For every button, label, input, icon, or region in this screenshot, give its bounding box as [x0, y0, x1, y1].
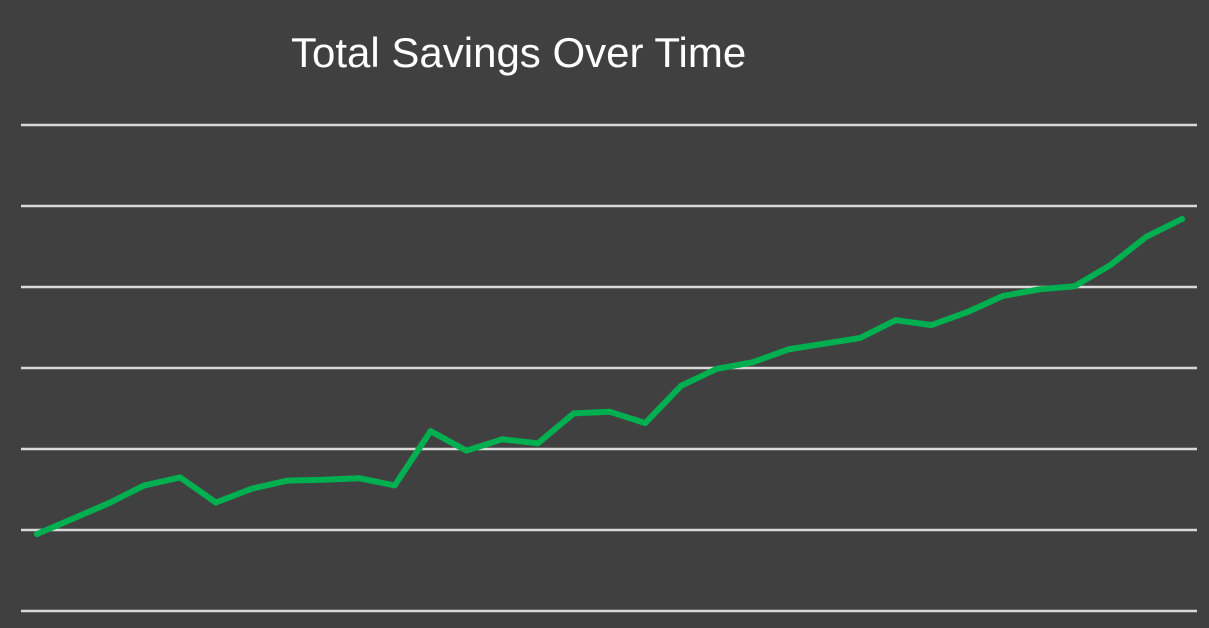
data-point — [34, 531, 40, 537]
data-point — [570, 410, 577, 417]
data-point — [284, 477, 291, 484]
data-point — [1000, 292, 1007, 299]
data-point — [391, 482, 398, 489]
data-point — [1071, 283, 1078, 290]
data-point — [785, 346, 792, 353]
data-point — [534, 440, 541, 447]
data-point — [141, 482, 148, 489]
data-point — [857, 335, 863, 341]
gridlines — [21, 123, 1197, 613]
data-point — [427, 428, 434, 435]
data-point — [463, 447, 470, 454]
series-line — [34, 216, 1185, 537]
data-point — [356, 475, 362, 482]
data-point — [177, 474, 184, 481]
data-point — [1107, 262, 1114, 269]
data-point — [678, 382, 685, 389]
data-point — [499, 436, 506, 443]
data-point — [248, 485, 255, 492]
data-point — [713, 365, 720, 372]
data-point — [1179, 216, 1185, 222]
data-point — [928, 322, 935, 329]
data-point — [964, 309, 971, 316]
data-point — [212, 499, 219, 506]
data-point — [69, 515, 76, 522]
data-point — [606, 408, 613, 415]
data-point — [642, 420, 649, 427]
data-point — [1143, 233, 1150, 240]
data-point — [749, 359, 756, 366]
data-point — [892, 317, 899, 324]
data-point — [320, 476, 327, 483]
chart-title: Total Savings Over Time — [291, 29, 747, 76]
series-layer — [34, 216, 1185, 537]
data-point — [105, 500, 112, 507]
data-point — [1035, 286, 1042, 293]
data-point — [821, 340, 828, 347]
